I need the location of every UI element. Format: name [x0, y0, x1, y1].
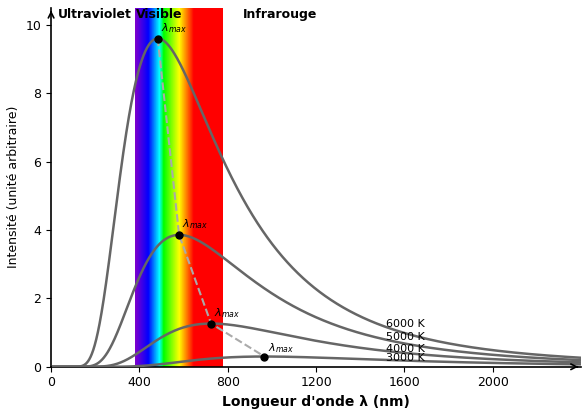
Text: Infrarouge: Infrarouge	[243, 8, 318, 21]
Text: 3000 K: 3000 K	[386, 353, 425, 363]
Text: Ultraviolet: Ultraviolet	[58, 8, 132, 21]
Y-axis label: Intensité (unité arbitraire): Intensité (unité arbitraire)	[7, 106, 20, 268]
Text: $\lambda_{max}$: $\lambda_{max}$	[161, 21, 187, 35]
Text: 4000 K: 4000 K	[386, 344, 425, 354]
X-axis label: Longueur d'onde λ (nm): Longueur d'onde λ (nm)	[222, 395, 410, 409]
Text: $\lambda_{max}$: $\lambda_{max}$	[268, 341, 294, 355]
Text: 5000 K: 5000 K	[386, 332, 425, 342]
Text: Visible: Visible	[136, 8, 183, 21]
Text: 6000 K: 6000 K	[386, 319, 425, 329]
Text: $\lambda_{max}$: $\lambda_{max}$	[182, 218, 209, 231]
Text: $\lambda_{max}$: $\lambda_{max}$	[215, 306, 240, 320]
